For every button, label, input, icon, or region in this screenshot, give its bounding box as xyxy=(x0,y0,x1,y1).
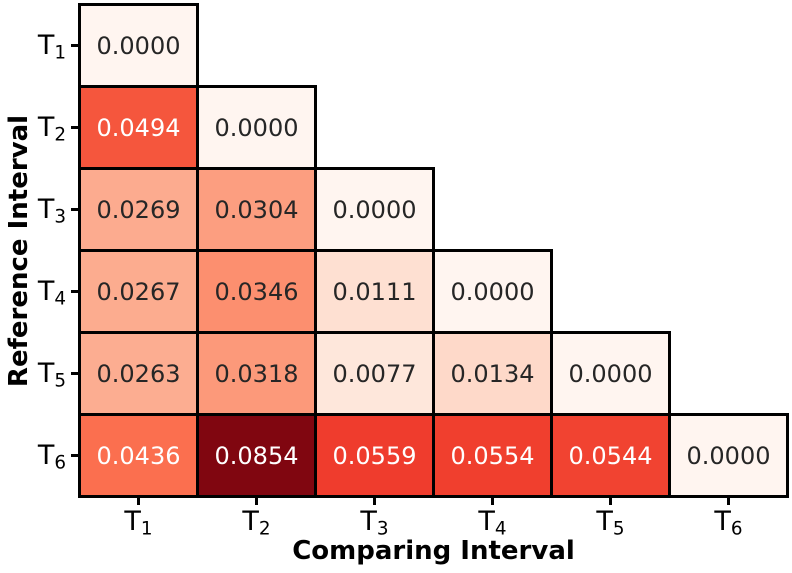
x-tick-label-t3: T3 xyxy=(360,506,389,540)
y-tick-label-t3: T3 xyxy=(37,193,66,228)
heatmap-cell: 0.0494 xyxy=(78,85,199,170)
heatmap-row: 0.0494 0.0000 xyxy=(78,85,789,170)
heatmap-cell: 0.0263 xyxy=(78,331,199,416)
heatmap-cell: 0.0000 xyxy=(78,3,199,88)
x-tick-label-t5: T5 xyxy=(596,506,625,540)
heatmap-cell: 0.0436 xyxy=(78,413,199,498)
x-tick-mark xyxy=(373,498,376,505)
heatmap-cell: 0.0318 xyxy=(196,331,317,416)
heatmap-cell: 0.0267 xyxy=(78,249,199,334)
heatmap-cell: 0.0554 xyxy=(432,413,553,498)
y-tick-label-t5: T5 xyxy=(37,357,66,392)
heatmap-cell: 0.0111 xyxy=(314,249,435,334)
heatmap-row: 0.0269 0.0304 0.0000 xyxy=(78,167,789,252)
y-tick-label-t2: T2 xyxy=(37,111,66,146)
heatmap-cell: 0.0544 xyxy=(550,413,671,498)
heatmap-cell: 0.0269 xyxy=(78,167,199,252)
x-tick-label-t6: T6 xyxy=(714,506,743,540)
heatmap-cell: 0.0854 xyxy=(196,413,317,498)
heatmap-cell: 0.0000 xyxy=(668,413,789,498)
heatmap-cell: 0.0000 xyxy=(196,85,317,170)
y-tick-mark xyxy=(71,372,78,375)
y-tick-mark xyxy=(71,454,78,457)
y-tick-label-t1: T1 xyxy=(37,29,66,64)
heatmap-cell: 0.0000 xyxy=(314,167,435,252)
heatmap-cell: 0.0346 xyxy=(196,249,317,334)
y-tick-label-t4: T4 xyxy=(37,275,66,310)
heatmap-row: 0.0000 xyxy=(78,3,789,88)
x-tick-label-t1: T1 xyxy=(124,506,153,540)
heatmap-row: 0.0436 0.0854 0.0559 0.0554 0.0544 0.0000 xyxy=(78,413,789,498)
x-tick-mark xyxy=(609,498,612,505)
heatmap-grid: 0.0000 0.0494 0.0000 0.0269 0.0304 0.0000 0.02… xyxy=(78,3,789,498)
x-tick-mark xyxy=(137,498,140,505)
heatmap-row: 0.0267 0.0346 0.0111 0.0000 xyxy=(78,249,789,334)
y-tick-mark xyxy=(71,44,78,47)
y-axis-title: Reference Interval xyxy=(4,114,34,388)
x-axis-title: Comparing Interval xyxy=(292,536,575,566)
heatmap-cell: 0.0304 xyxy=(196,167,317,252)
x-tick-mark xyxy=(255,498,258,505)
y-tick-mark xyxy=(71,208,78,211)
x-tick-mark xyxy=(727,498,730,505)
x-tick-label-t2: T2 xyxy=(242,506,271,540)
heatmap-cell: 0.0000 xyxy=(550,331,671,416)
x-tick-mark xyxy=(491,498,494,505)
x-tick-label-t4: T4 xyxy=(478,506,507,540)
heatmap-row: 0.0263 0.0318 0.0077 0.0134 0.0000 xyxy=(78,331,789,416)
heatmap-cell: 0.0559 xyxy=(314,413,435,498)
y-tick-mark xyxy=(71,126,78,129)
heatmap-cell: 0.0134 xyxy=(432,331,553,416)
heatmap-cell: 0.0000 xyxy=(432,249,553,334)
heatmap-cell: 0.0077 xyxy=(314,331,435,416)
y-tick-mark xyxy=(71,290,78,293)
y-tick-label-t6: T6 xyxy=(37,439,66,474)
